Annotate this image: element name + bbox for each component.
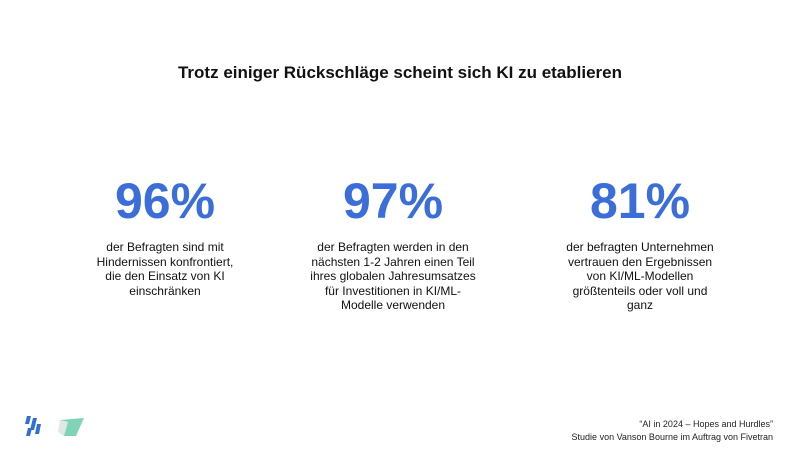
- description-line: der befragten Unternehmen: [566, 240, 714, 254]
- stat-block: 97% der Befragten werden in den nächsten 1…: [283, 172, 503, 313]
- description-line: für Investitionen in KI/ML-: [324, 283, 462, 298]
- stat-block: 96% der Befragten sind mit Hindernissen ko…: [55, 172, 275, 298]
- description-line: der Befragten sind mit: [106, 240, 224, 254]
- stat-value: 97%: [342, 173, 444, 229]
- description-line: ihres globalen Jahresumsatzes: [310, 269, 476, 283]
- stat-block: 81% der befragten Unternehmen vertrauen de…: [530, 172, 750, 313]
- description-line: der Befragten werden in den: [317, 240, 469, 254]
- source: “AI in 2024 – Hopes and Hurdles” Studie v…: [572, 418, 773, 444]
- source-line: “AI in 2024 – Hopes and Hurdles”: [639, 419, 773, 429]
- description-line: ganz: [626, 298, 654, 312]
- stat-value: 96%: [114, 173, 216, 229]
- source-line: Studie von Vanson Bourne im Auftrag von …: [571, 432, 773, 442]
- stat-description: der Befragten sind mit Hindernissen konfr…: [55, 240, 275, 298]
- description-line: die den Einsatz von KI: [105, 269, 225, 283]
- description-line: größtenteils oder voll und: [572, 283, 708, 298]
- logo-mark: [25, 416, 41, 436]
- stat-value: 81%: [589, 173, 691, 229]
- stat-description: der Befragten werden in den nächsten 1-2 …: [283, 240, 503, 313]
- logos: [25, 416, 84, 436]
- description-line: Modelle verwenden: [340, 298, 446, 312]
- description-line: von KI/ML-Modellen: [586, 269, 694, 283]
- stat-description: der befragten Unternehmen vertrauen den E…: [530, 240, 750, 313]
- title: Trotz einiger Rückschläge scheint sich K…: [177, 63, 623, 82]
- description-line: einschränken: [129, 283, 201, 298]
- logo-shape: [58, 420, 68, 436]
- description-line: vertrauen den Ergebnissen: [567, 254, 713, 269]
- description-line: Hindernissen konfrontiert,: [96, 254, 234, 269]
- description-line: nächsten 1-2 Jahren einen Teil: [311, 254, 475, 269]
